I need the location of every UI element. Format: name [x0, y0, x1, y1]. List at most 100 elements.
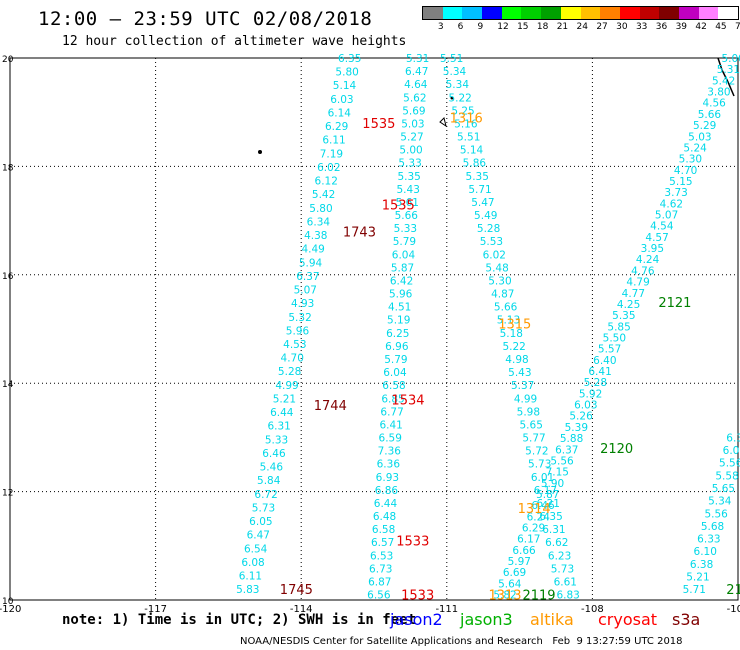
- swh-value: 6.54: [244, 543, 268, 555]
- swh-value: 6.33: [697, 534, 720, 546]
- swh-value: 5.88: [560, 433, 583, 445]
- swh-value: 4.57: [645, 232, 668, 244]
- swh-value: 4.56: [702, 98, 726, 110]
- swh-value: 6.01: [531, 472, 554, 484]
- swh-value: 5.64: [498, 578, 522, 590]
- swh-value: 5.24: [683, 142, 707, 154]
- y-tick-label: 14: [2, 380, 14, 390]
- swh-value: 5.27: [400, 132, 423, 144]
- swh-value: 6.02: [483, 249, 506, 261]
- swh-value: 5.30: [679, 154, 702, 166]
- pass-time-label: 1535: [382, 198, 415, 213]
- y-tick-label: 18: [2, 163, 14, 173]
- swh-value: 4.70: [674, 165, 697, 177]
- swh-value: 5.16: [454, 118, 478, 130]
- swh-value: 5.66: [698, 109, 722, 121]
- legend-cryosat: cryosat: [598, 610, 658, 629]
- swh-value: 5.94: [299, 257, 323, 269]
- scale-label: 3: [437, 22, 444, 32]
- swh-value: 5.61: [396, 197, 419, 209]
- swh-value: 5.66: [395, 210, 419, 222]
- swh-value: 4.53: [283, 339, 306, 351]
- swh-value: 5.18: [500, 328, 523, 340]
- swh-value: 5.96: [286, 325, 310, 337]
- swh-value: 5.03: [688, 131, 711, 143]
- color-scale-bar: [422, 6, 739, 20]
- pass-time-label: 1535: [362, 117, 395, 132]
- swh-value: 4.64: [404, 79, 428, 91]
- swh-value: 5.42: [712, 75, 735, 87]
- pass-time-label: 2120: [600, 442, 633, 457]
- swh-value: 3.95: [641, 243, 664, 255]
- legend-jason3: jason3: [460, 610, 513, 629]
- swh-value: 6.03: [330, 94, 353, 106]
- swh-value: 7.15: [546, 467, 569, 479]
- swh-value: 6.10: [694, 546, 717, 558]
- swh-value: 6.35: [338, 53, 361, 65]
- swh-value: 5.87: [391, 262, 414, 274]
- swh-value: 5.66: [494, 302, 518, 314]
- swh-value: 5.73: [551, 563, 574, 575]
- swh-value: 5.50: [603, 332, 626, 344]
- swh-value: 6.14: [328, 107, 352, 119]
- swh-value: 6.31: [267, 421, 290, 433]
- scale-label: 30: [616, 22, 628, 32]
- swh-value: 6.31: [542, 524, 565, 536]
- swh-value: 5.53: [480, 236, 503, 248]
- swh-value: 4.87: [491, 289, 514, 301]
- swh-value: 6.08: [241, 557, 264, 569]
- swh-value: 4.49: [301, 244, 324, 256]
- swh-value: 6.48: [373, 511, 396, 523]
- swh-value: 5.56: [719, 458, 740, 470]
- swh-value: 5.28: [477, 223, 500, 235]
- scale-swatch: [501, 7, 522, 19]
- pass-time-label: 1745: [280, 583, 313, 598]
- swh-value: 6.41: [379, 419, 402, 431]
- swh-value: 5.51: [440, 53, 463, 65]
- swh-value: 6.05: [249, 516, 272, 528]
- pass-time-label: 1743: [343, 225, 376, 240]
- swh-value: 4.93: [291, 298, 314, 310]
- x-tick-label: -108: [581, 604, 604, 615]
- swh-value: 5.43: [397, 184, 420, 196]
- units-note: note: 1) Time is in UTC; 2) SWH is in fe…: [62, 612, 417, 628]
- swh-value: 5.00: [399, 145, 422, 157]
- swh-value: 4.62: [660, 198, 683, 210]
- scale-label: 27: [596, 22, 608, 32]
- swh-value: 6.44: [270, 407, 294, 419]
- swh-value: 5.32: [288, 312, 311, 324]
- swh-value: 4.79: [626, 277, 649, 289]
- scale-label: 9: [477, 22, 484, 32]
- swh-value: 6.35: [539, 511, 562, 523]
- scale-swatch: [659, 7, 679, 19]
- coastline: [717, 57, 735, 97]
- island-marker: [450, 96, 454, 100]
- swh-value: 5.77: [522, 433, 545, 445]
- swh-value: 5.92: [579, 388, 602, 400]
- swh-value: 4.76: [631, 265, 655, 277]
- swh-value: 6.87: [368, 576, 391, 588]
- swh-value: 5.73: [528, 459, 551, 471]
- swh-value: 5.28: [278, 366, 301, 378]
- swh-value: 5.51: [457, 132, 480, 144]
- swh-value: 5.49: [474, 210, 497, 222]
- swh-value: 6.37: [555, 444, 578, 456]
- swh-value: 5.39: [565, 422, 588, 434]
- swh-value: 4.54: [650, 221, 674, 233]
- swh-value: 6.69: [503, 567, 526, 579]
- swh-value: 5.35: [466, 171, 489, 183]
- scale-swatch: [718, 7, 738, 19]
- swh-value: 5.97: [508, 556, 531, 568]
- swh-value: 5.56: [550, 455, 574, 467]
- swh-value: 6.11: [322, 135, 345, 147]
- swh-value: 6.93: [376, 472, 399, 484]
- swh-value: 6.17: [534, 485, 557, 497]
- scale-swatch: [560, 7, 581, 19]
- scale-swatch: [541, 7, 561, 19]
- y-tick-label: 12: [2, 489, 13, 499]
- swh-value: 5.57: [598, 344, 621, 356]
- scale-swatch: [423, 7, 443, 19]
- swh-value: 5.33: [394, 223, 417, 235]
- swh-value: 5.80: [309, 203, 332, 215]
- swh-value: 6.61: [554, 576, 577, 588]
